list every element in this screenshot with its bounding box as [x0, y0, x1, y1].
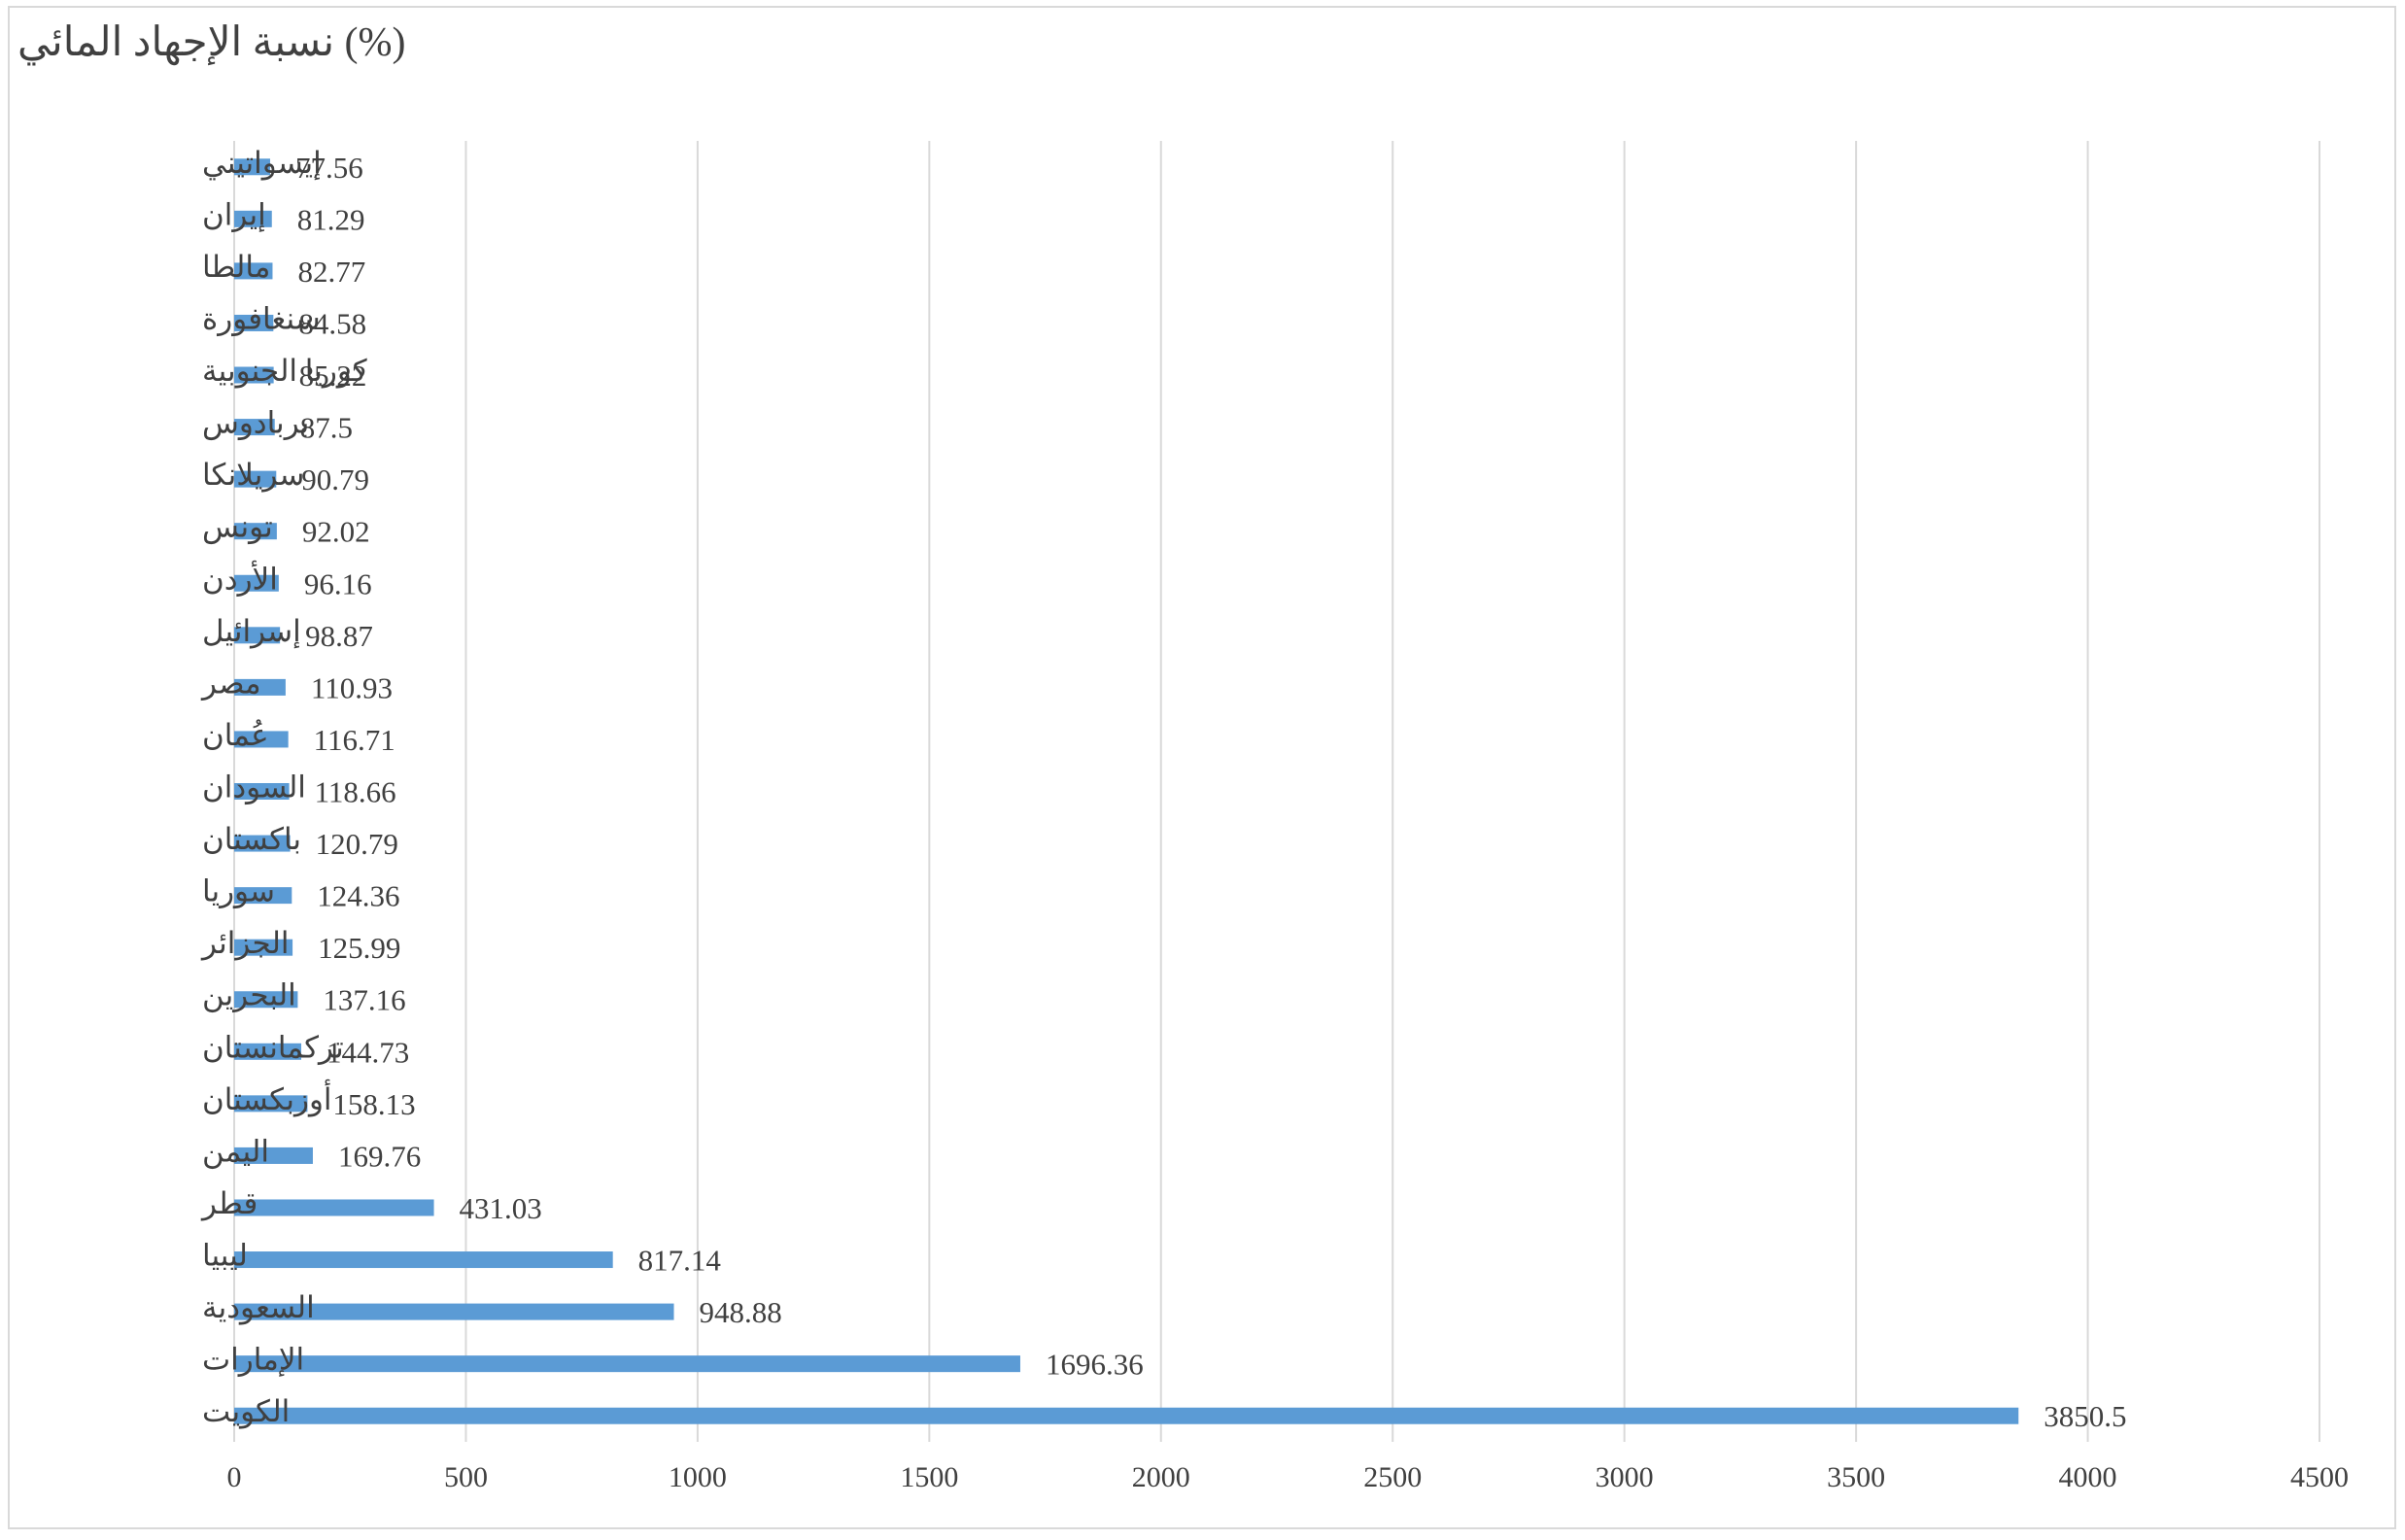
bar: [234, 1146, 313, 1164]
gridlines: [233, 141, 2320, 1442]
chart-area: [8, 6, 2396, 1529]
data-label: 92.02: [302, 515, 370, 549]
data-label: 169.76: [338, 1139, 421, 1173]
x-tick-label: 4500: [2290, 1461, 2349, 1493]
data-label: 118.66: [315, 775, 396, 809]
category-label: اليمن: [202, 1134, 269, 1169]
data-label: 1696.36: [1046, 1348, 1144, 1382]
category-label: السودان: [202, 770, 306, 805]
bar: [234, 1355, 1020, 1373]
data-label: 110.93: [311, 670, 393, 704]
bar: [234, 991, 298, 1009]
data-label: 82.77: [297, 255, 365, 289]
bar: [234, 783, 290, 800]
category-label: تونس: [202, 510, 273, 545]
category-label: إيران: [202, 197, 266, 232]
bar: [234, 835, 291, 852]
bar: [234, 574, 279, 592]
bar: [234, 1251, 613, 1269]
category-label: السعودية: [202, 1290, 315, 1325]
bar: [234, 939, 293, 956]
data-label: 81.29: [297, 202, 365, 236]
data-label: 85.22: [299, 359, 367, 393]
x-tick-label: 4000: [2059, 1461, 2117, 1493]
category-label: تركمانستان: [202, 1030, 344, 1065]
category-label: ليبيا: [202, 1239, 248, 1273]
chart-title: نسبة الإجهاد المائي (%): [17, 20, 406, 65]
category-label: سريلانكا: [202, 458, 304, 493]
bar: [234, 731, 289, 748]
bar: [234, 1199, 434, 1216]
bar: [234, 1043, 302, 1060]
bar: [234, 1303, 674, 1320]
category-label: الإمارات: [202, 1343, 304, 1378]
bar: [234, 678, 286, 696]
data-label: 431.03: [460, 1191, 542, 1225]
category-label: أوزبكستان: [202, 1079, 332, 1117]
data-label: 144.73: [326, 1035, 409, 1069]
bar: [234, 158, 270, 176]
data-label: 158.13: [332, 1087, 415, 1121]
data-label: 3850.5: [2044, 1399, 2126, 1433]
category-label: سنغافورة: [202, 301, 321, 336]
category-label: مالطا: [202, 250, 270, 284]
data-label: 96.16: [304, 566, 372, 600]
x-tick-label: 2000: [1132, 1461, 1190, 1493]
data-label: 125.99: [318, 931, 400, 965]
data-label: 90.79: [301, 462, 369, 496]
data-label: 77.56: [295, 151, 363, 185]
category-label: عُمان: [202, 718, 269, 752]
bar: [234, 1407, 2019, 1424]
bar: [234, 314, 274, 331]
category-label: إسرائيل: [202, 614, 301, 649]
data-label: 98.87: [305, 619, 373, 653]
category-label: مصر: [200, 666, 261, 701]
bar: [234, 210, 272, 227]
x-tick-label: 1500: [900, 1461, 958, 1493]
labels: 0 500 1000 1500 2000 2500 3000 3500 4000 4500 77.5…: [200, 146, 2349, 1493]
data-label: 87.5: [300, 411, 353, 445]
data-label: 124.36: [317, 879, 399, 913]
category-label: البحرين: [202, 978, 296, 1013]
category-label: قطر: [200, 1186, 258, 1221]
bar: [234, 1095, 308, 1112]
bar: [234, 627, 281, 644]
data-label: 817.14: [638, 1244, 722, 1278]
data-label: 948.88: [700, 1295, 782, 1329]
x-tick-label: 1000: [669, 1461, 727, 1493]
data-label: 120.79: [316, 827, 398, 861]
bar: [234, 262, 273, 280]
bars: [234, 158, 2019, 1424]
bar: [234, 887, 292, 905]
x-tick-label: 3000: [1596, 1461, 1654, 1493]
category-label: إيسواتيني: [202, 146, 322, 181]
x-tick-label: 2500: [1363, 1461, 1422, 1493]
data-label: 116.71: [314, 723, 395, 757]
x-tick-label: 0: [227, 1461, 242, 1493]
category-label: باكستان: [202, 822, 301, 856]
x-tick-label: 3500: [1827, 1461, 1885, 1493]
data-label: 84.58: [298, 306, 366, 340]
data-label: 137.16: [323, 983, 405, 1017]
category-label: الكويت: [202, 1394, 290, 1429]
category-label: سوريا: [202, 874, 275, 909]
category-label: الأردن: [202, 560, 278, 597]
category-label: الجزائر: [200, 926, 290, 961]
x-tick-label: 500: [444, 1461, 488, 1493]
bar: [234, 470, 277, 488]
bar: [234, 419, 275, 436]
category-label: بربادوس: [202, 406, 309, 441]
bar: [234, 523, 277, 540]
category-label: كوريا الجنوبية: [202, 354, 367, 389]
bar: [234, 366, 274, 384]
